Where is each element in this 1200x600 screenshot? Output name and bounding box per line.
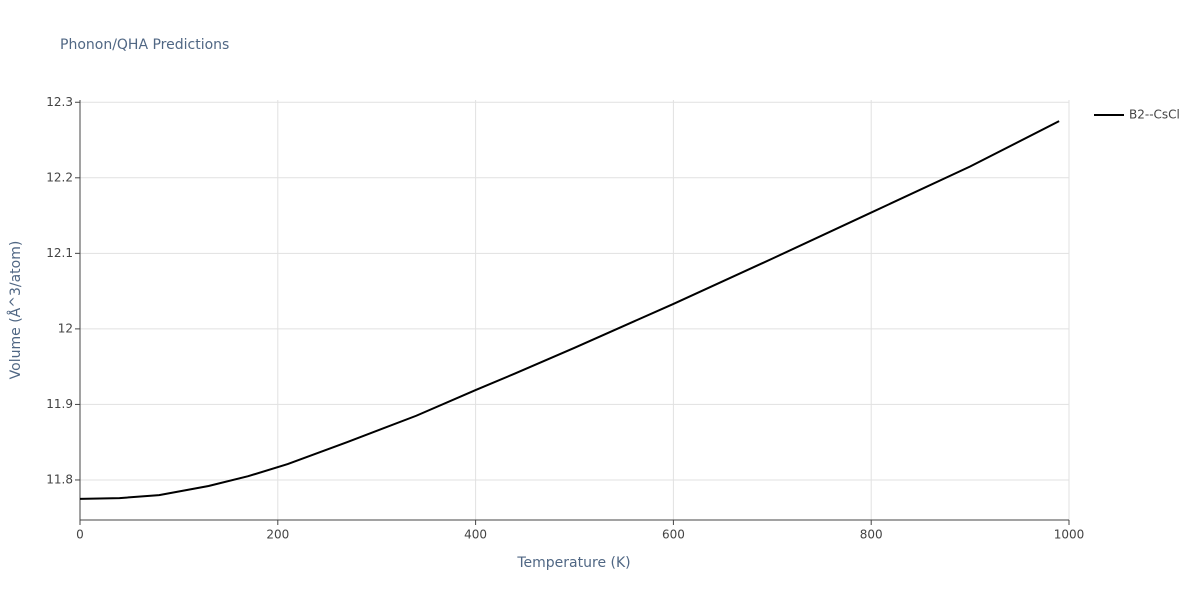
- y-tick-label: 12.2: [46, 170, 73, 184]
- legend-label: B2--CsCl: [1129, 108, 1180, 122]
- x-tick-label: 800: [860, 528, 883, 542]
- y-axis-title: Volume (Å^3/atom): [7, 241, 24, 380]
- chart-title: Phonon/QHA Predictions: [60, 37, 229, 53]
- line: [79, 120, 1060, 500]
- x-tick-label: 600: [662, 528, 685, 542]
- x-tick-label: 200: [266, 528, 289, 542]
- y-tick-label: 12.3: [46, 95, 73, 109]
- y-tick-label: 11.8: [46, 472, 73, 486]
- x-tick-label: 0: [76, 528, 84, 542]
- x-tick-label: 1000: [1054, 528, 1085, 542]
- y-tick-label: 12: [58, 321, 73, 335]
- y-tick-label: 11.9: [46, 397, 73, 411]
- x-tick-label: 400: [464, 528, 487, 542]
- y-tick-label: 12.1: [46, 246, 73, 260]
- x-axis-title: Temperature (K): [516, 555, 630, 571]
